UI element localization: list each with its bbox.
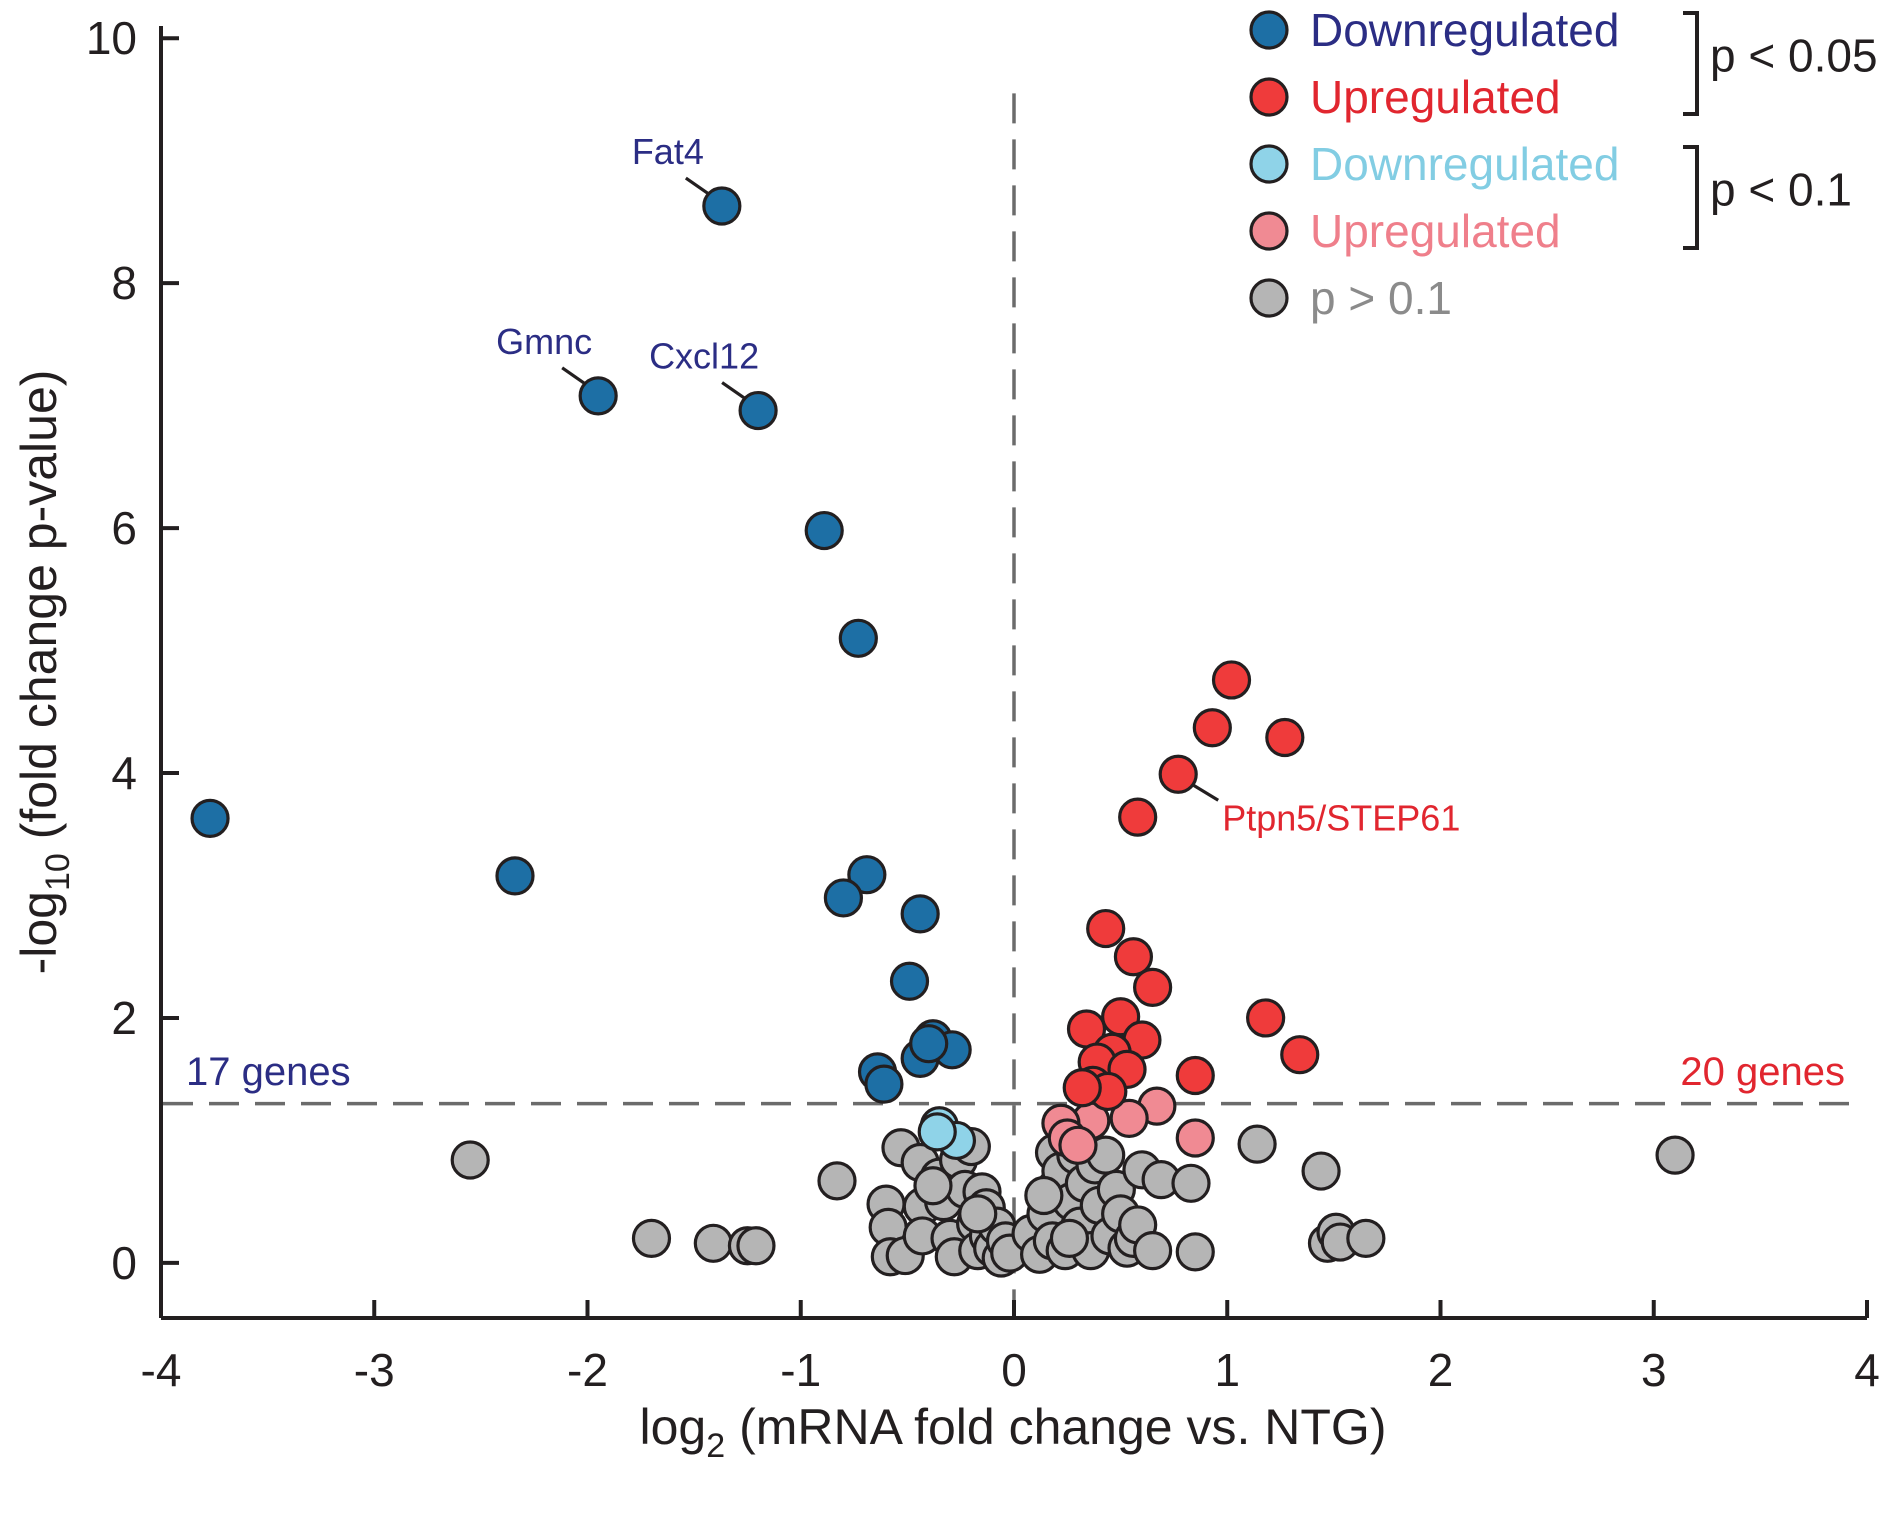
point-up_sig xyxy=(1265,717,1305,758)
point-up_sig xyxy=(1113,937,1154,977)
legend-marker xyxy=(1249,77,1289,117)
gene-label: Ptpn5/STEP61 xyxy=(1222,797,1460,838)
y-tick-label: 2 xyxy=(111,992,137,1044)
point-ns xyxy=(1346,1218,1386,1258)
point-up_sig xyxy=(1118,797,1158,837)
point-down_sig xyxy=(847,855,887,895)
point-ns xyxy=(817,1161,857,1201)
annotation-leader xyxy=(684,176,710,196)
point-ns xyxy=(693,1223,733,1263)
point-ns xyxy=(1655,1135,1695,1175)
point-down_trend xyxy=(917,1112,957,1152)
x-tick-label: 3 xyxy=(1641,1344,1667,1396)
point-ns xyxy=(1049,1218,1090,1258)
legend: Downregulated Upregulated Downregulated Upr… xyxy=(1249,4,1878,324)
gene-label: Fat4 xyxy=(632,131,704,172)
point-down_sig xyxy=(889,961,930,1001)
y-ticks: 0 2 4 6 8 10 xyxy=(86,12,179,1289)
legend-bracket-label: p < 0.1 xyxy=(1710,164,1852,216)
point-down_sig xyxy=(702,186,742,226)
x-tick-label: -1 xyxy=(780,1344,821,1396)
up-gene-count: 20 genes xyxy=(1680,1050,1845,1094)
gene-label: Gmnc xyxy=(496,321,592,362)
point-up_sig xyxy=(1175,1055,1215,1096)
x-tick-label: 0 xyxy=(1001,1344,1027,1396)
point-up_sig xyxy=(1211,660,1252,700)
y-tick-label: 4 xyxy=(111,747,137,799)
legend-label: Downregulated xyxy=(1310,138,1619,190)
x-tick-label: -4 xyxy=(141,1344,182,1396)
annotation-leaders xyxy=(561,176,1220,802)
annotation-leader xyxy=(1189,781,1220,802)
point-ns xyxy=(736,1226,776,1266)
point-ns xyxy=(1175,1232,1215,1272)
x-ticks: -4 -3 -2 -1 0 1 2 3 4 xyxy=(141,1300,1880,1396)
point-up_sig xyxy=(1133,967,1173,1007)
gene-annotations: Fat4 Gmnc Cxcl12 Ptpn5/STEP61 xyxy=(496,131,1460,838)
point-up_sig xyxy=(1246,998,1286,1038)
legend-label: Upregulated xyxy=(1310,71,1561,123)
x-tick-label: 1 xyxy=(1214,1344,1240,1396)
point-down_sig xyxy=(190,798,230,838)
down-gene-count: 17 genes xyxy=(186,1050,351,1094)
x-tick-label: 4 xyxy=(1854,1344,1880,1396)
point-down_sig xyxy=(495,856,535,896)
point-down_sig xyxy=(900,894,940,934)
legend-marker xyxy=(1249,10,1289,50)
point-down_sig xyxy=(578,376,618,416)
gene-label: Cxcl12 xyxy=(649,336,759,377)
legend-marker xyxy=(1249,278,1289,318)
y-tick-label: 10 xyxy=(86,12,137,64)
legend-label: p > 0.1 xyxy=(1310,272,1452,324)
point-ns xyxy=(450,1140,490,1180)
point-up_trend xyxy=(1109,1098,1149,1138)
point-ns xyxy=(1133,1231,1173,1271)
point-up_sig xyxy=(1158,754,1198,794)
point-up_trend xyxy=(1175,1118,1215,1158)
point-up_trend xyxy=(1058,1125,1098,1165)
point-up_sig xyxy=(1062,1068,1102,1108)
legend-bracket xyxy=(1683,11,1699,116)
point-down_sig xyxy=(864,1064,904,1104)
point-up_sig xyxy=(1192,708,1232,748)
point-down_sig xyxy=(804,510,844,551)
data-points xyxy=(190,186,1695,1278)
annotation-leader xyxy=(561,366,587,386)
legend-marker xyxy=(1249,211,1289,251)
legend-marker xyxy=(1249,144,1289,184)
point-ns xyxy=(1171,1163,1211,1203)
y-axis-label: -log10 (fold change p-value) xyxy=(11,370,77,975)
point-down_sig xyxy=(838,618,878,658)
x-tick-label: -3 xyxy=(354,1344,395,1396)
point-up_sig xyxy=(1280,1035,1320,1075)
x-tick-label: -2 xyxy=(567,1344,608,1396)
point-down_sig xyxy=(738,390,778,431)
legend-bracket-label: p < 0.05 xyxy=(1710,30,1878,82)
legend-bracket xyxy=(1683,145,1699,250)
y-tick-label: 6 xyxy=(111,502,137,554)
annotation-leader xyxy=(721,381,747,400)
x-axis-label: log2 (mRNA fold change vs. NTG) xyxy=(640,1399,1387,1465)
point-ns xyxy=(1301,1151,1341,1191)
legend-label: Downregulated xyxy=(1310,4,1619,56)
point-ns xyxy=(958,1194,998,1234)
point-down_sig xyxy=(823,878,864,918)
point-ns xyxy=(1237,1124,1277,1164)
x-tick-label: 2 xyxy=(1428,1344,1454,1396)
point-ns xyxy=(913,1166,953,1206)
legend-label: Upregulated xyxy=(1310,205,1561,257)
point-ns xyxy=(631,1218,672,1258)
point-ns xyxy=(1024,1175,1064,1216)
y-tick-label: 0 xyxy=(111,1237,137,1289)
point-down_sig xyxy=(909,1024,949,1064)
y-tick-label: 8 xyxy=(111,257,137,309)
reference-lines xyxy=(163,93,1865,1316)
point-up_sig xyxy=(1086,908,1126,949)
